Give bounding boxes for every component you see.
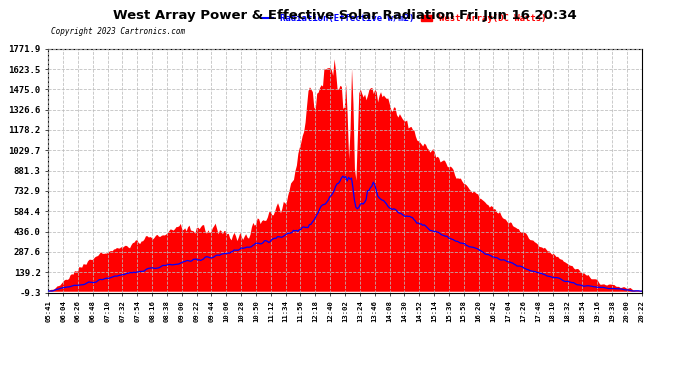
Text: Copyright 2023 Cartronics.com: Copyright 2023 Cartronics.com — [51, 27, 186, 36]
Text: West Array Power & Effective Solar Radiation Fri Jun 16 20:34: West Array Power & Effective Solar Radia… — [113, 9, 577, 22]
Legend: Radiation(Effective w/m2), West Array(DC Watts): Radiation(Effective w/m2), West Array(DC… — [258, 10, 551, 27]
